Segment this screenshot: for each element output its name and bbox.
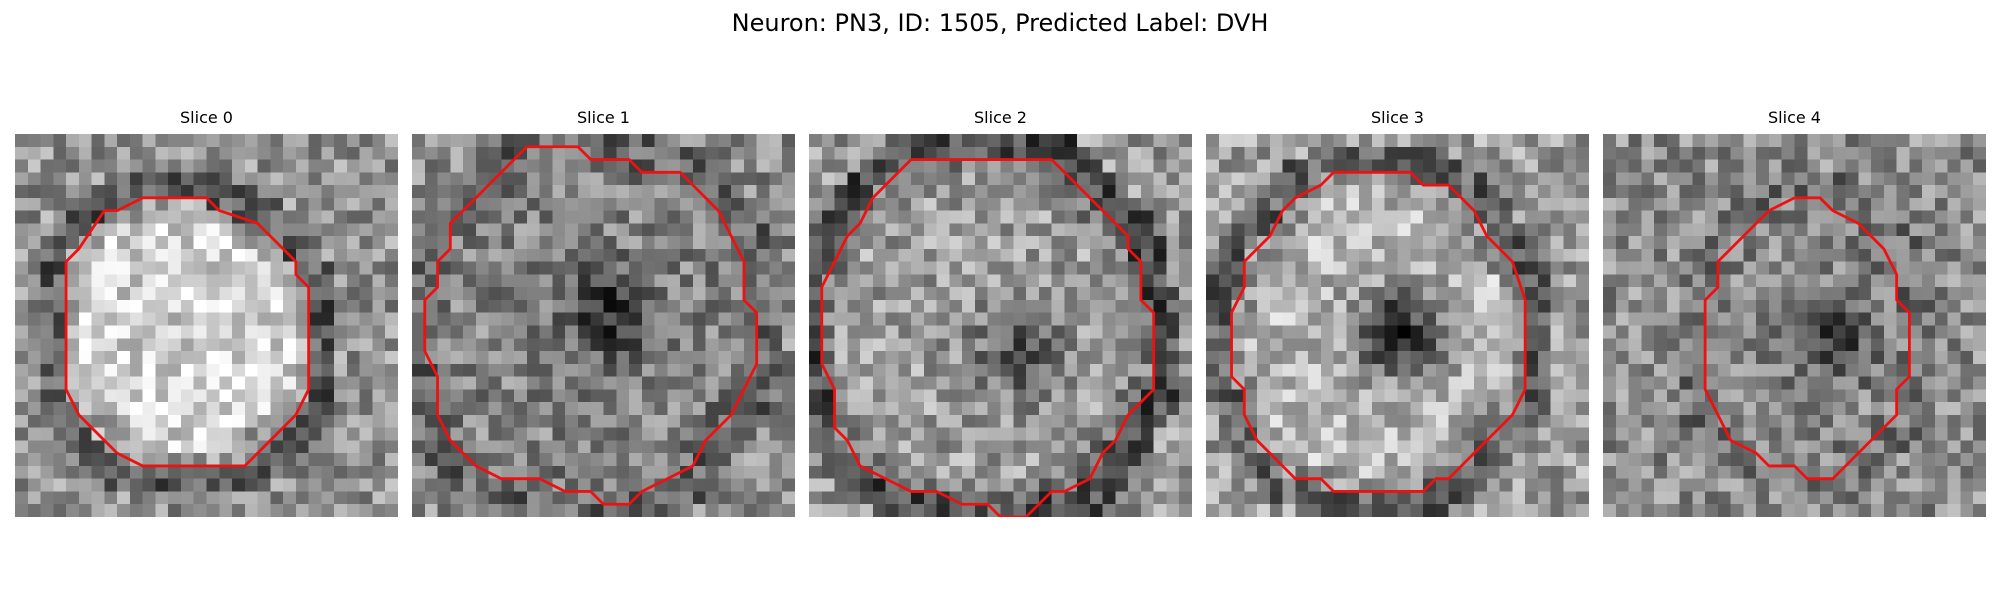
slice-panel-4: Slice 4 <box>1603 108 1986 517</box>
segmentation-contour <box>1230 170 1527 493</box>
slice-panel-0: Slice 0 <box>15 108 398 517</box>
slice-title: Slice 1 <box>577 108 630 127</box>
segmentation-contour <box>423 145 759 506</box>
slice-panel-3: Slice 3 <box>1206 108 1589 517</box>
slice-image <box>15 134 398 517</box>
slice-panel-2: Slice 2 <box>809 108 1192 517</box>
segmentation-contour <box>64 196 311 468</box>
slice-image <box>809 134 1192 517</box>
slice-title: Slice 4 <box>1768 108 1821 127</box>
slice-image <box>412 134 795 517</box>
slice-panel-1: Slice 1 <box>412 108 795 517</box>
segmentation-contour <box>1703 196 1911 481</box>
slice-title: Slice 2 <box>974 108 1027 127</box>
segmentation-contour <box>820 158 1156 517</box>
slice-image <box>1206 134 1589 517</box>
slice-title: Slice 3 <box>1371 108 1424 127</box>
slice-title: Slice 0 <box>180 108 233 127</box>
figure-title: Neuron: PN3, ID: 1505, Predicted Label: … <box>731 9 1269 37</box>
slice-image <box>1603 134 1986 517</box>
